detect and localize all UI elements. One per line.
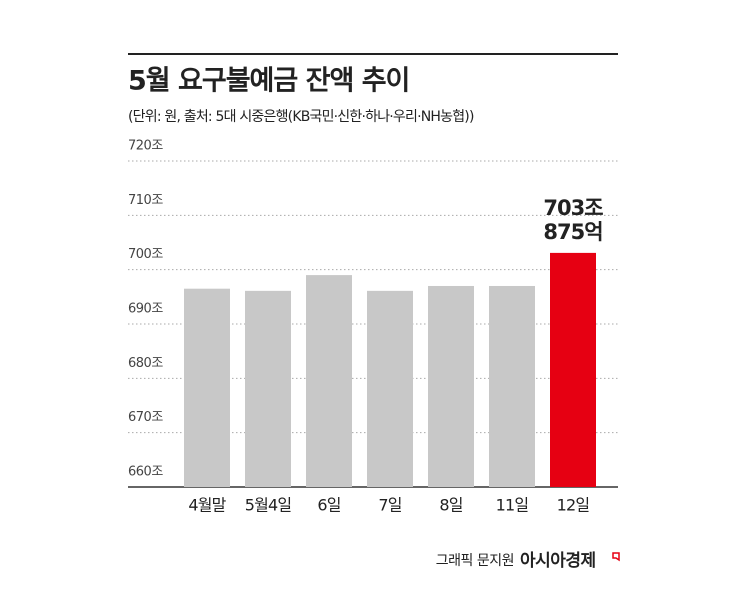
value-label: 703조 875억 [543,196,603,244]
y-tick-label: 670조 [128,410,163,425]
bar [184,288,230,487]
chart-subtitle: (단위: 원, 출처: 5대 시중은행(KB국민·신한·하나·우리·NH농협)) [128,109,474,125]
x-tick-label: 4월말 [188,496,226,515]
x-tick-label: 7일 [378,496,401,515]
y-tick-label: 680조 [128,356,163,371]
x-tick-label: 11일 [496,496,529,515]
credit: 그래픽 문지원 [436,553,514,569]
bar [428,285,474,487]
brand-icon [612,552,620,562]
bar [489,285,535,487]
x-tick-label: 8일 [439,496,462,515]
x-tick-label: 6일 [317,496,340,515]
bar [550,252,596,487]
y-tick-label: 710조 [128,193,163,208]
bar [367,290,413,487]
brand: 아시아경제 [520,551,596,571]
bar [306,275,352,487]
bar [245,290,291,487]
y-tick-label: 660조 [128,465,163,480]
x-tick-label: 5월4일 [245,496,292,515]
x-tick-label: 12일 [557,496,590,515]
y-tick-label: 700조 [128,247,163,262]
y-tick-label: 690조 [128,302,163,317]
y-tick-label: 720조 [128,139,163,154]
chart-title: 5월 요구불예금 잔액 추이 [128,66,409,97]
